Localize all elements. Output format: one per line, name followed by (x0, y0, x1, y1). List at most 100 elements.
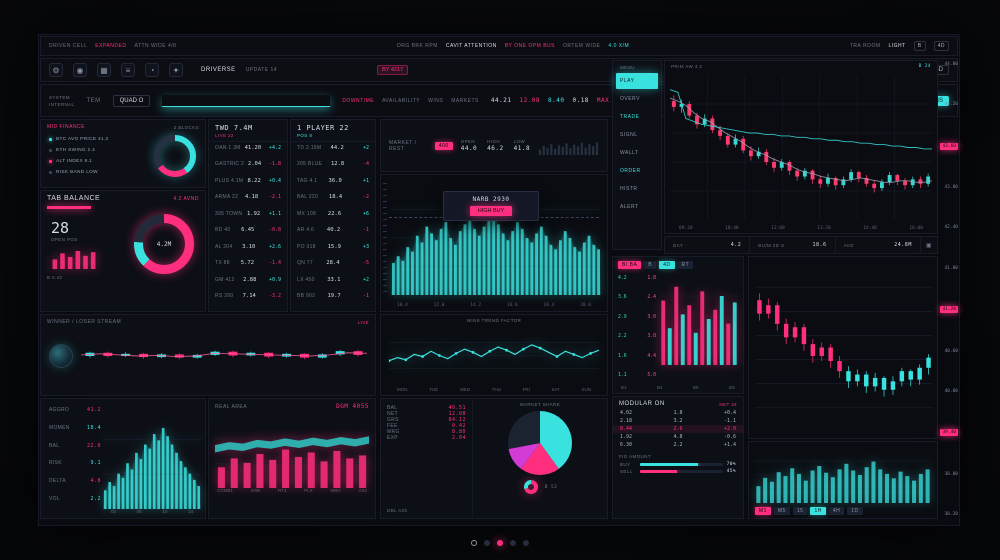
tab-tem[interactable]: TEM (86, 97, 101, 104)
filter-chip[interactable]: B (644, 261, 657, 269)
allocation-histogram[interactable] (103, 405, 201, 509)
table-row[interactable]: TX 88 5.72 -1.4 (215, 260, 281, 267)
table-row[interactable]: LX 450 33.1 +2 (297, 276, 369, 283)
grid-icon[interactable]: ▦ (97, 63, 111, 77)
stream-candle-chart[interactable] (80, 329, 368, 383)
timeframe-button[interactable]: M5 (773, 507, 790, 515)
menu-item[interactable]: MARKETS (451, 97, 479, 104)
table-row[interactable]: GASTRIC 2 2.04 -1.8 (215, 161, 281, 168)
table-row[interactable]: AR 4.6 40.2 -1 (297, 227, 369, 234)
status-chip[interactable]: B (913, 41, 926, 51)
timeframe-button[interactable]: 1H (810, 507, 826, 515)
pager-dot[interactable] (497, 540, 503, 546)
secondary-candle-chart[interactable] (755, 263, 933, 432)
allocation-donut-chart[interactable] (153, 134, 197, 178)
filter-chip[interactable]: 4D (659, 261, 675, 269)
menu-item[interactable]: AVAILABILITY (382, 97, 421, 104)
menu-icon[interactable]: ≡ (121, 63, 135, 77)
menu-item[interactable]: WALLT (620, 150, 639, 156)
status-label: CAVIT ATTENTION (445, 43, 497, 49)
main-price-chart[interactable] (391, 181, 601, 295)
table-row[interactable]: BAL 220 18.4 -2 (297, 194, 369, 201)
table-row[interactable]: 4.02 1.8 +0.4 (620, 410, 736, 416)
gear-icon[interactable]: ⚙ (49, 63, 63, 77)
table-subheader: LIVE 22 (215, 133, 234, 138)
expand-icon[interactable]: ▣ (925, 242, 932, 249)
table-row[interactable]: TAG 4.1 36.0 +1 (297, 177, 369, 184)
table-row[interactable]: 6.30 2.2 +1.4 (620, 442, 736, 448)
table-row[interactable]: 8.44 2.6 +2.0 (613, 425, 743, 433)
table-row[interactable]: PO 318 15.9 +3 (297, 243, 369, 250)
market-share-pie[interactable] (506, 409, 574, 477)
table-row[interactable]: PLUS 4.1M 8.22 +0.4 (215, 177, 281, 184)
table-row[interactable]: BD 40 6.45 -0.8 (215, 227, 281, 234)
menu-item[interactable]: WINS (428, 97, 444, 104)
main-price-chart-panel[interactable]: NARB 2930 HIGH BUY 10.4 12.0 14.2 16.8 18.4 2… (380, 174, 608, 312)
timeframe-button[interactable]: M1 (755, 507, 771, 515)
table-row[interactable]: AL 204 3.10 +2.6 (215, 243, 281, 250)
primary-candle-panel[interactable]: PRIM AW 4.2 B 24 09:20 10:40 12:00 13:20 14:… (664, 60, 938, 234)
summary-strip: DAY 4.2 BU/M 2D S 18.6 AVG 24.8M ▣ (664, 236, 938, 254)
balance-mini-bars[interactable] (51, 245, 97, 269)
market-badge[interactable]: 400 (434, 141, 453, 150)
menu-item[interactable]: TRADE (620, 114, 640, 120)
balance-gauge-chart[interactable] (133, 213, 195, 275)
menu-item[interactable]: HISTR (620, 186, 638, 192)
menu-item[interactable]: PLAY (616, 73, 658, 89)
table-row[interactable]: RS 260 7.14 -3.2 (215, 292, 281, 299)
high-buy-button[interactable]: HIGH BUY (469, 206, 513, 216)
table-row[interactable]: OAN 1.3M 41.20 +4.2 (215, 145, 281, 151)
pager (0, 540, 1000, 546)
table-row[interactable]: BB 902 19.7 -1 (297, 292, 369, 299)
accent-tag[interactable]: BY 4217 (377, 65, 409, 75)
price-tick: 41.20 (940, 306, 958, 314)
menu-item[interactable]: ALERT (620, 204, 639, 210)
bell-icon[interactable]: ◔ (145, 63, 159, 77)
table-row[interactable]: QN 77 28.4 -5 (297, 260, 369, 267)
menu-item[interactable]: DOWNTIME (342, 97, 375, 104)
axis-label: 16:00 (909, 226, 923, 231)
strip-cell: DAY 4.2 (665, 237, 751, 253)
filter-chip[interactable]: RT (677, 261, 694, 269)
progress-bar (640, 463, 723, 466)
axis-label: 14.2 (470, 303, 482, 308)
volume-panel: M1 M5 15 1H 4H 1D (748, 441, 938, 519)
table-row[interactable]: GM 412 2.88 +0.9 (215, 276, 281, 283)
menu-item[interactable]: SIGNL (620, 132, 638, 138)
axis-label: MBO (330, 488, 341, 493)
ribbon-chart[interactable] (215, 414, 369, 488)
status-chip[interactable]: TRA ROOM (849, 43, 881, 49)
search-input[interactable] (162, 95, 331, 107)
table-row[interactable]: TD 2.15M 44.2 +2 (297, 145, 369, 151)
status-chip[interactable]: 4D (933, 41, 949, 51)
primary-candle-chart[interactable] (669, 75, 933, 220)
volume-bar-chart[interactable] (755, 447, 931, 503)
tab-quad[interactable]: QUAD O (112, 94, 151, 107)
axis-label: SAT (551, 387, 560, 392)
timeframe-button[interactable]: 4H (828, 507, 845, 515)
price-tick: 40.00 (944, 388, 958, 394)
attention-bar-chart[interactable] (660, 273, 738, 365)
winner-loser-panel: WINNER / LOSER STREAM LIVE (40, 314, 376, 396)
pager-dot[interactable] (510, 540, 516, 546)
table-row[interactable]: ARMA 22 4.18 -2.1 (215, 194, 281, 201)
table-row[interactable]: 1.92 4.8 -0.6 (620, 434, 736, 440)
pager-dot[interactable] (484, 540, 490, 546)
table-row[interactable]: 2.18 3.2 -1.1 (620, 418, 736, 424)
menu-item[interactable]: OVERV (620, 96, 640, 102)
timeframe-button[interactable]: 1D (847, 507, 863, 515)
price-tick: 43.00 (944, 185, 958, 191)
filter-chip[interactable]: BI BA (618, 261, 642, 269)
menu-item[interactable]: ORDER (620, 168, 641, 174)
table-row[interactable]: 205 BLUE 12.8 -4 (297, 161, 369, 168)
pager-dot[interactable] (523, 540, 529, 546)
table-row[interactable]: 305 TOWN 1.92 +1.1 (215, 210, 281, 217)
timeframe-button[interactable]: 15 (792, 507, 808, 515)
table-row[interactable]: MX 108 22.6 +6 (297, 210, 369, 217)
trend-line-chart[interactable] (387, 329, 600, 382)
status-chip[interactable]: LIGHT (888, 43, 906, 49)
secondary-candle-panel[interactable] (748, 256, 938, 439)
star-icon[interactable]: ✦ (169, 63, 183, 77)
pager-dot[interactable] (471, 540, 477, 546)
globe-icon[interactable]: ◉ (73, 63, 87, 77)
